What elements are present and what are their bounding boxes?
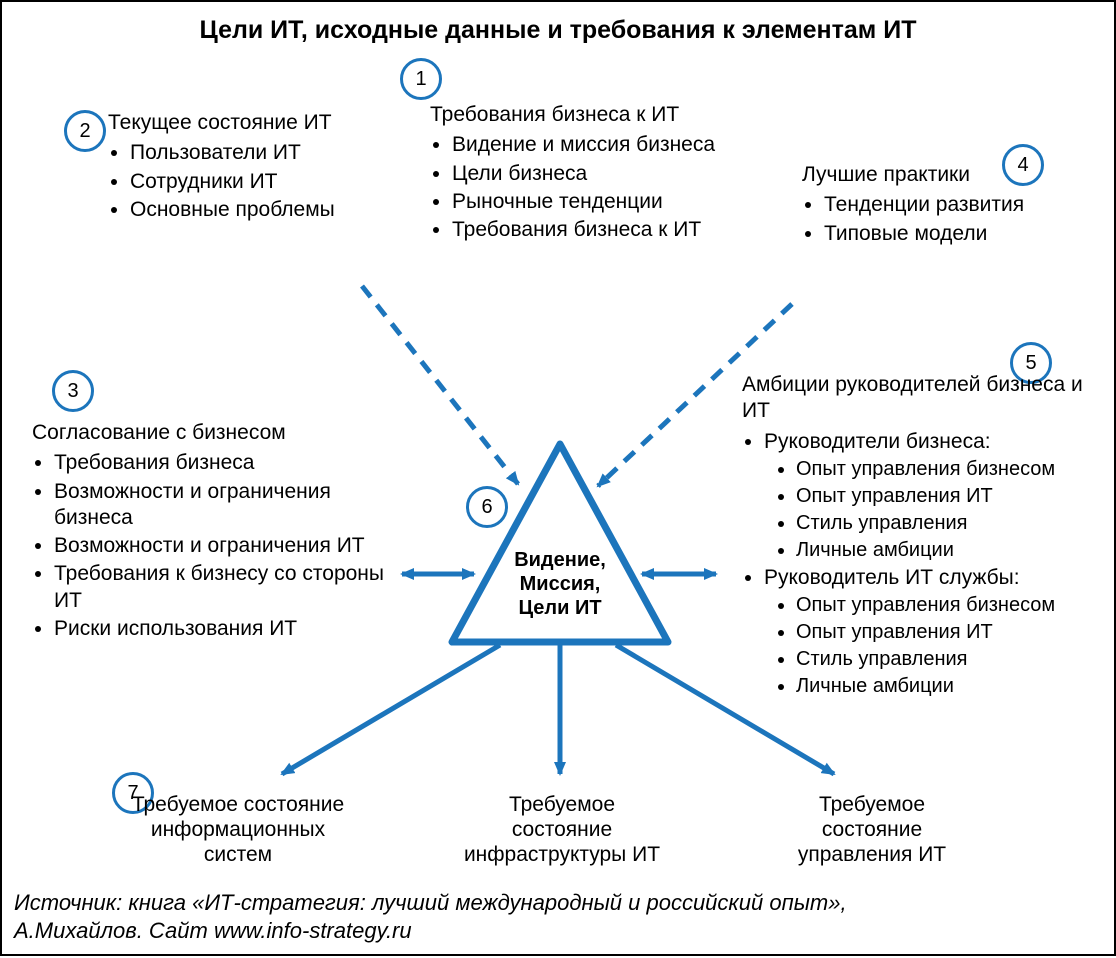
output-info-systems: Требуемое состояниеинформационныхсистем (98, 792, 378, 868)
list-item: Типовые модели (824, 221, 1062, 247)
list-item: Требования бизнеса к ИТ (452, 217, 770, 243)
block-heading: Текущее состояние ИТ (108, 110, 398, 136)
list-item: Риски использования ИТ (54, 616, 402, 642)
list-subitem: Личные амбиции (796, 538, 1102, 563)
block-heading: Требования бизнеса к ИТ (430, 102, 770, 128)
block-heading: Амбиции руководителей бизнеса и ИТ (742, 372, 1102, 425)
badge-1: 1 (400, 58, 442, 100)
list-item: Требования бизнеса (54, 450, 402, 476)
badge-6: 6 (466, 486, 508, 528)
list-subitem: Опыт управления бизнесом (796, 457, 1102, 482)
block-heading: Согласование с бизнесом (32, 420, 402, 446)
source-line1: Источник: книга «ИТ-стратегия: лучший ме… (14, 890, 847, 915)
list-item: Основные проблемы (130, 197, 398, 223)
block-best-practices: Лучшие практики Тенденции развития Типовые… (802, 162, 1062, 249)
list-item: Тенденции развития (824, 192, 1062, 218)
list-item: Возможности и ограничения ИТ (54, 533, 402, 559)
output-infrastructure: Требуемоесостояниеинфраструктуры ИТ (422, 792, 702, 868)
block-current-state: Текущее состояние ИТ Пользователи ИТ Сотру… (108, 110, 398, 225)
output-management: Требуемоесостояниеуправления ИТ (742, 792, 1002, 868)
list-subitem: Опыт управления ИТ (796, 484, 1102, 509)
list-subitem: Стиль управления (796, 647, 1102, 672)
block-heading: Лучшие практики (802, 162, 1062, 188)
list-item: Пользователи ИТ (130, 140, 398, 166)
list-subitem: Опыт управления бизнесом (796, 593, 1102, 618)
list-item: Видение и миссия бизнеса (452, 132, 770, 158)
list-item: Цели бизнеса (452, 161, 770, 187)
list-item: Рыночные тенденции (452, 189, 770, 215)
list-item: Руководитель ИТ службы:Опыт управления б… (764, 565, 1102, 699)
triangle-label: Видение,Миссия,Цели ИТ (500, 548, 620, 620)
list-subitem: Личные амбиции (796, 674, 1102, 699)
list-item: Возможности и ограничения бизнеса (54, 479, 402, 532)
block-requirements: Требования бизнеса к ИТ Видение и миссия … (430, 102, 770, 245)
list-subitem: Опыт управления ИТ (796, 620, 1102, 645)
list-item: Сотрудники ИТ (130, 169, 398, 195)
badge-3: 3 (52, 370, 94, 412)
source-citation: Источник: книга «ИТ-стратегия: лучший ме… (14, 889, 847, 944)
block-alignment: Согласование с бизнесом Требования бизнес… (32, 420, 402, 644)
badge-2: 2 (64, 110, 106, 152)
block-ambitions: Амбиции руководителей бизнеса и ИТРуково… (742, 372, 1102, 701)
diagram-frame: Цели ИТ, исходные данные и требования к … (0, 0, 1116, 956)
list-item: Руководители бизнеса:Опыт управления биз… (764, 429, 1102, 563)
list-item: Требования к бизнесу со стороны ИТ (54, 561, 402, 614)
source-line2: А.Михайлов. Сайт www.info-strategy.ru (14, 918, 412, 943)
list-subitem: Стиль управления (796, 511, 1102, 536)
